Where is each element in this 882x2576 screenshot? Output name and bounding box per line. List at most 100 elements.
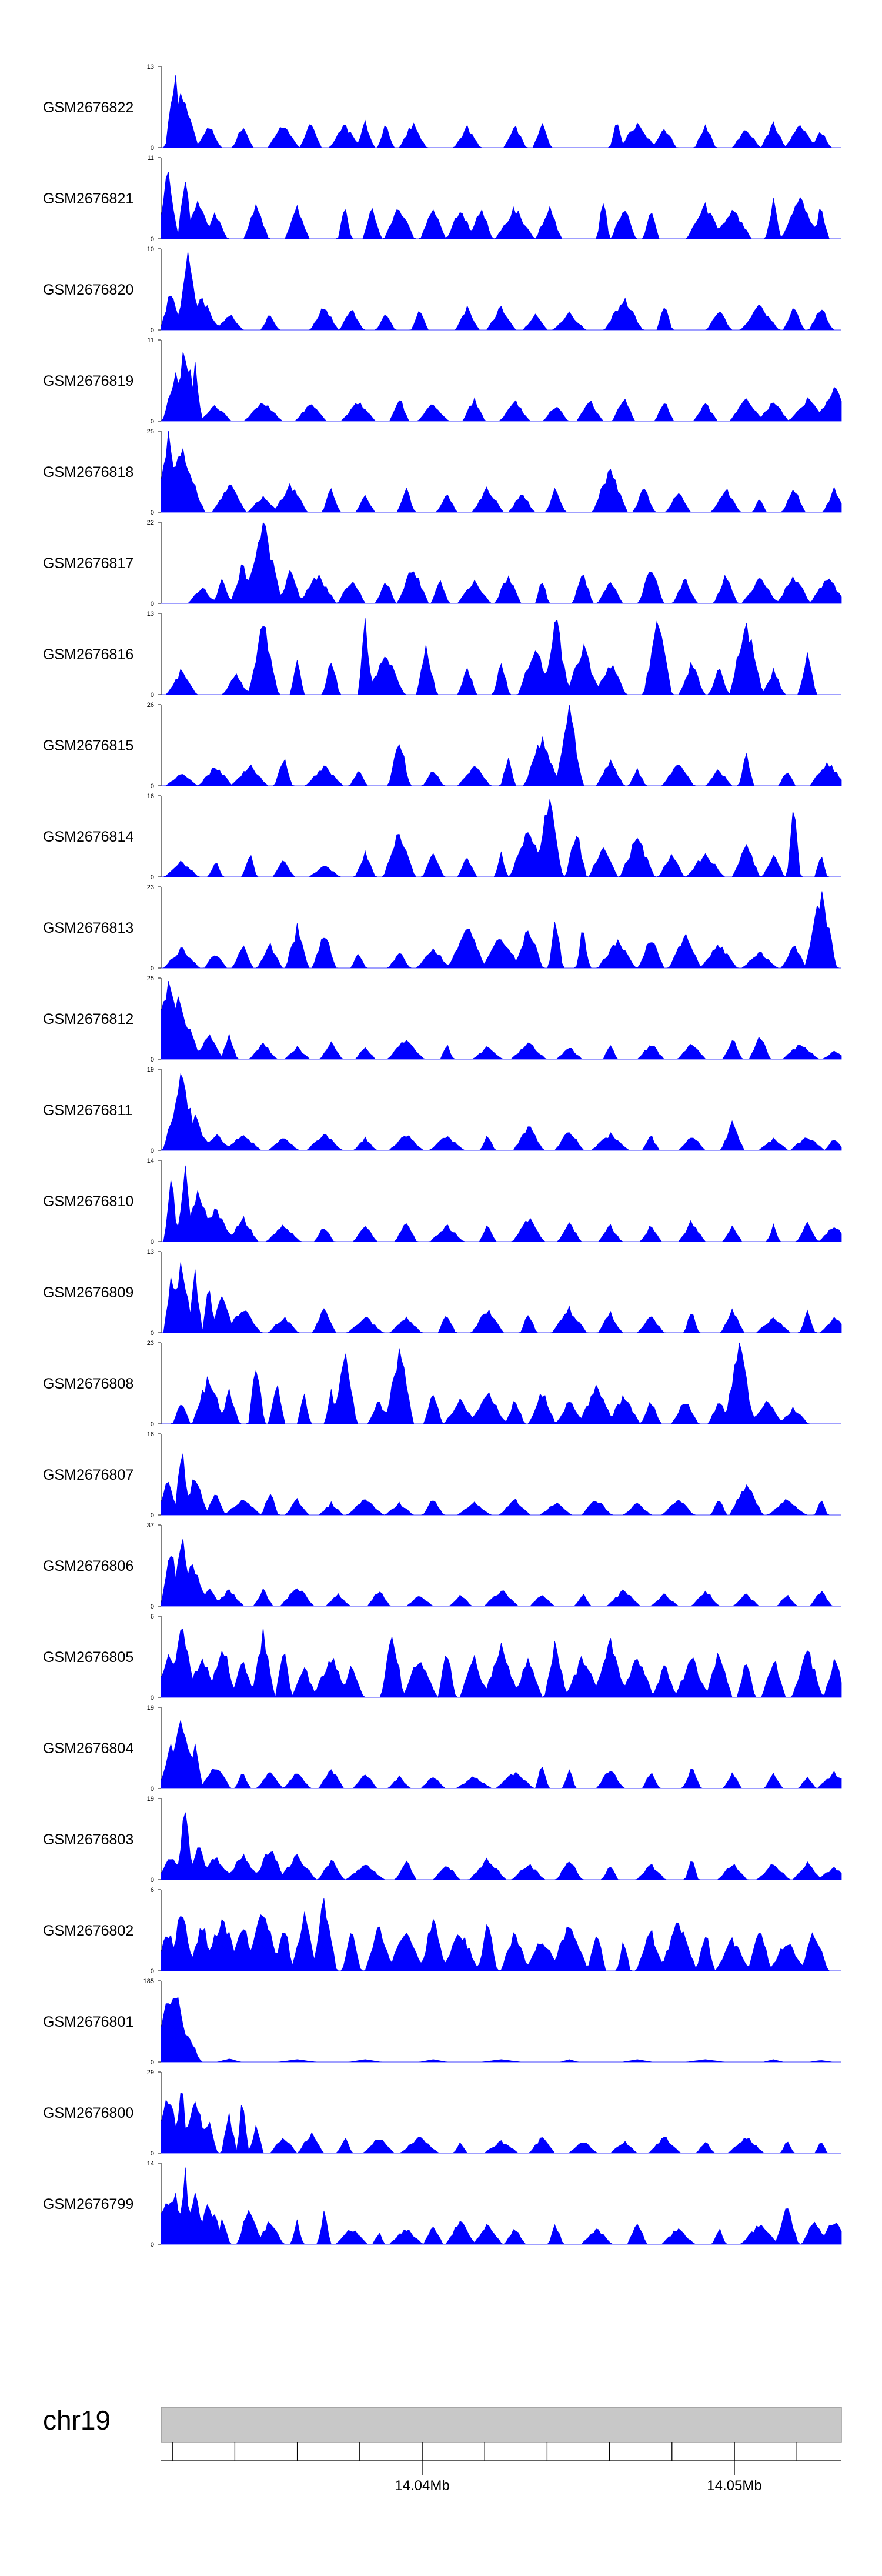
track-label: GSM2676799	[43, 2196, 133, 2213]
y-max-label: 23	[147, 884, 154, 891]
track-GSM2676809: GSM2676809 13 0	[43, 1249, 842, 1337]
track-GSM2676822: GSM2676822 13 0	[43, 64, 841, 152]
coverage-tracks: GSM2676822130GSM2676821110GSM2676820100G…	[43, 64, 842, 2248]
y-zero-label: 0	[151, 1421, 154, 1428]
y-zero-label: 0	[151, 1056, 154, 1063]
y-max-label: 19	[147, 1066, 154, 1073]
track-GSM2676807: GSM2676807 16 0	[43, 1431, 841, 1519]
track-label: GSM2676816	[43, 646, 133, 663]
y-max-label: 23	[147, 1340, 154, 1347]
y-zero-label: 0	[151, 1968, 154, 1975]
coverage-area	[161, 2167, 842, 2245]
track-GSM2676811: GSM2676811 19 0	[43, 1066, 842, 1154]
chromosome-label: chr19	[43, 2405, 111, 2435]
track-label: GSM2676803	[43, 1831, 133, 1848]
y-zero-label: 0	[151, 600, 154, 608]
y-zero-label: 0	[151, 2059, 154, 2066]
y-zero-label: 0	[151, 418, 154, 425]
y-max-label: 185	[143, 1978, 154, 1985]
y-max-label: 26	[147, 702, 154, 709]
y-max-label: 6	[151, 1887, 154, 1894]
y-max-label: 16	[147, 1431, 154, 1438]
track-GSM2676803: GSM2676803 19 0	[43, 1796, 842, 1884]
track-label: GSM2676805	[43, 1649, 133, 1666]
track-label: GSM2676814	[43, 829, 133, 845]
track-label: GSM2676811	[43, 1102, 132, 1119]
track-label: GSM2676800	[43, 2105, 133, 2121]
track-label: GSM2676818	[43, 464, 133, 481]
track-label: GSM2676810	[43, 1193, 133, 1210]
position-axis: 14.04Mb 14.05Mb	[161, 2442, 841, 2494]
coverage-area	[161, 1898, 841, 1971]
coverage-area	[161, 252, 841, 331]
y-zero-label: 0	[151, 236, 154, 243]
track-label: GSM2676806	[43, 1558, 133, 1574]
y-zero-label: 0	[151, 1147, 154, 1154]
y-zero-label: 0	[151, 1603, 154, 1610]
y-zero-label: 0	[151, 2150, 154, 2157]
coverage-area	[161, 1453, 841, 1516]
y-max-label: 11	[148, 337, 154, 344]
y-zero-label: 0	[151, 965, 154, 972]
coverage-area	[161, 704, 842, 786]
track-GSM2676801: GSM2676801 185 0	[43, 1978, 841, 2066]
track-GSM2676819: GSM2676819 11 0	[43, 337, 842, 425]
coverage-area	[161, 1165, 842, 1242]
coverage-area	[161, 522, 842, 604]
track-GSM2676800: GSM2676800 29 0	[43, 2069, 841, 2157]
y-max-label: 16	[147, 793, 154, 800]
y-max-label: 13	[147, 64, 154, 71]
coverage-area	[161, 981, 842, 1060]
coverage-area	[161, 618, 841, 695]
track-label: GSM2676822	[43, 99, 133, 116]
y-zero-label: 0	[151, 1330, 154, 1337]
coverage-area	[161, 75, 841, 148]
track-GSM2676812: GSM2676812 25 0	[43, 975, 842, 1063]
y-max-label: 11	[148, 155, 154, 162]
track-GSM2676820: GSM2676820 10 0	[43, 246, 841, 334]
coverage-area	[161, 431, 842, 513]
track-GSM2676804: GSM2676804 19 0	[43, 1704, 842, 1793]
track-label: GSM2676821	[43, 191, 133, 207]
track-GSM2676806: GSM2676806 37 0	[43, 1522, 841, 1610]
coverage-area	[161, 799, 841, 877]
y-max-label: 13	[147, 610, 154, 618]
coverage-area	[161, 1812, 842, 1880]
y-max-label: 37	[147, 1522, 154, 1529]
y-max-label: 19	[147, 1796, 154, 1803]
y-zero-label: 0	[151, 874, 154, 881]
coverage-area	[161, 1539, 841, 1607]
track-GSM2676814: GSM2676814 16 0	[43, 793, 841, 881]
y-max-label: 22	[147, 519, 154, 526]
y-zero-label: 0	[151, 1512, 154, 1519]
chromosome-band	[161, 2407, 842, 2443]
track-label: GSM2676812	[43, 1011, 133, 1027]
y-max-label: 29	[147, 2069, 154, 2076]
coverage-area	[160, 1073, 842, 1151]
coverage-area	[161, 171, 841, 239]
y-zero-label: 0	[151, 145, 154, 152]
coverage-area	[161, 891, 841, 969]
track-label: GSM2676819	[43, 373, 133, 389]
track-label: GSM2676813	[43, 920, 133, 936]
track-GSM2676813: GSM2676813 23 0	[43, 884, 841, 972]
coverage-area	[161, 1342, 841, 1424]
y-zero-label: 0	[151, 509, 154, 516]
position-label: 14.04Mb	[395, 2478, 449, 2494]
y-max-label: 19	[147, 1704, 154, 1711]
track-label: GSM2676802	[43, 1923, 133, 1939]
y-zero-label: 0	[151, 1786, 154, 1793]
y-max-label: 13	[147, 1249, 154, 1256]
track-GSM2676810: GSM2676810 14 0	[43, 1157, 842, 1246]
y-max-label: 25	[147, 975, 154, 982]
y-zero-label: 0	[151, 1239, 154, 1246]
track-label: GSM2676808	[43, 1376, 133, 1392]
track-GSM2676817: GSM2676817 22 0	[43, 519, 842, 608]
track-GSM2676802: GSM2676802 6 0	[43, 1887, 841, 1975]
position-label: 14.05Mb	[707, 2478, 761, 2494]
chromosome-ideogram: chr19 14.04Mb 14.05Mb	[43, 2405, 842, 2494]
y-max-label: 14	[147, 2160, 154, 2167]
track-label: GSM2676817	[43, 555, 133, 572]
y-zero-label: 0	[151, 1877, 154, 1884]
